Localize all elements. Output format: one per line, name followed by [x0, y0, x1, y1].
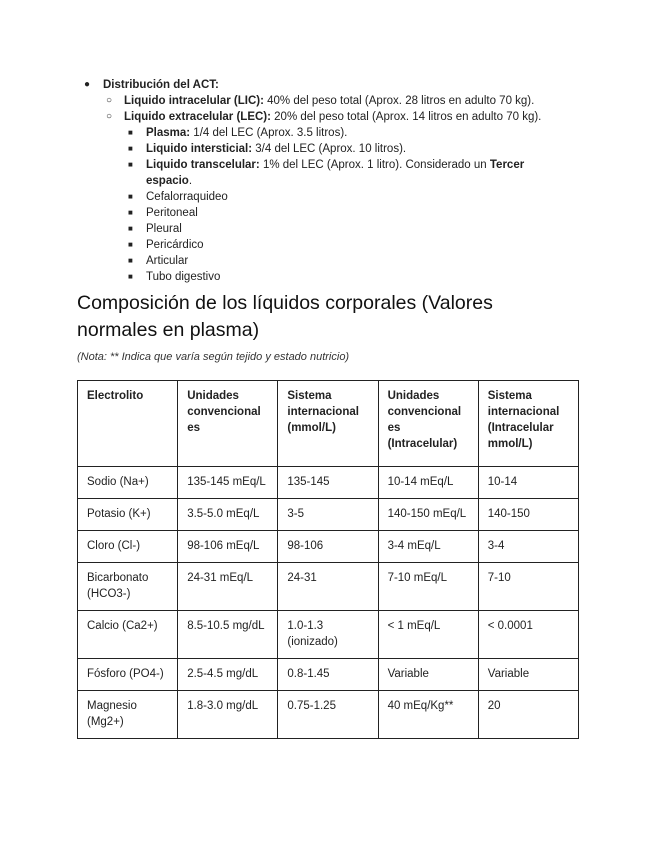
table-cell: 3-4 — [477, 530, 580, 563]
table-cell: 140-150 — [477, 498, 580, 531]
column-header: Sistema internacional (Intracelular mmol… — [477, 380, 580, 467]
table-cell: 1.8-3.0 mg/dL — [177, 690, 279, 739]
item-bold: Tercer espacio — [146, 159, 525, 187]
list-item: ● Distribución del ACT: — [0, 77, 655, 93]
table-row: Fósforo (PO4-) 2.5-4.5 mg/dL 0.8-1.45 Varia… — [76, 658, 580, 691]
table-cell: 10-14 mEq/L — [377, 466, 479, 499]
table-cell: 98-106 mEq/L — [177, 530, 279, 563]
table-cell: Variable — [477, 658, 580, 691]
table-cell: 135-145 mEq/L — [177, 466, 279, 499]
act-distribution-list: ● Distribución del ACT: ○ Liquido intracel… — [0, 77, 655, 285]
table-cell: 0.8-1.45 — [277, 658, 379, 691]
item-label: Distribución del ACT: — [103, 79, 219, 91]
table-cell: Calcio (Ca2+) — [76, 610, 179, 659]
table-row: Potasio (K+) 3.5-5.0 mEq/L 3-5 140-150 mEq/… — [76, 498, 580, 531]
table-cell: 135-145 — [277, 466, 379, 499]
list-item: ○ Liquido extracelular (LEC): 20% del pes… — [0, 109, 655, 125]
item-label: Liquido intracelular (LIC): — [124, 95, 264, 107]
square-bullet-icon: ■ — [128, 240, 133, 249]
item-text: 3/4 del LEC (Aprox. 10 litros). — [252, 143, 407, 155]
list-item: ■ Liquido transcelular: 1% del LEC (Aprox… — [0, 157, 655, 189]
square-bullet-icon: ■ — [128, 144, 133, 153]
circle-bullet-icon: ○ — [106, 111, 113, 122]
table-cell: Cloro (Cl-) — [76, 530, 179, 563]
section-heading: Composición de los líquidos corporales (… — [77, 292, 493, 341]
table-row: Bicarbonato (HCO3-) 24-31 mEq/L 24-31 7-10 … — [76, 562, 580, 611]
table-cell: 2.5-4.5 mg/dL — [177, 658, 279, 691]
square-bullet-icon: ■ — [128, 272, 133, 281]
table-cell: 98-106 — [277, 530, 379, 563]
table-cell: 40 mEq/Kg** — [377, 690, 479, 739]
item-text: 40% del peso total (Aprox. 28 litros en … — [263, 95, 535, 107]
item-text: Cefalorraquideo — [146, 191, 228, 203]
table-row: Sodio (Na+) 135-145 mEq/L 135-145 10-14 mEq… — [76, 466, 580, 499]
table-cell: < 1 mEq/L — [377, 610, 479, 659]
table-cell: 7-10 mEq/L — [377, 562, 479, 611]
item-text: Peritoneal — [146, 207, 198, 219]
table-cell: Sodio (Na+) — [76, 466, 179, 499]
item-text: 1% del LEC (Aprox. 1 litro). Considerado… — [259, 159, 490, 171]
circle-bullet-icon: ○ — [106, 95, 113, 106]
list-item: ■ Plasma: 1/4 del LEC (Aprox. 3.5 litros)… — [0, 125, 655, 141]
note: (Nota: ** Indica que varía según tejido … — [77, 351, 350, 363]
table-row: Magnesio (Mg2+) 1.8-3.0 mg/dL 0.75-1.25 40 … — [76, 690, 580, 739]
item-text: Articular — [146, 255, 189, 267]
table-cell: 3-5 — [277, 498, 379, 531]
table-header-row: Electrolito Unidades convencional es Siste… — [76, 380, 580, 467]
list-item: ■ Cefalorraquideo — [0, 189, 655, 205]
item-label: Liquido transcelular: — [146, 159, 260, 171]
item-text: Pleural — [146, 223, 182, 235]
square-bullet-icon: ■ — [128, 256, 133, 265]
table-cell: 3-4 mEq/L — [377, 530, 479, 563]
table-row: Calcio (Ca2+) 8.5-10.5 mg/dL 1.0-1.3 (ioni… — [76, 610, 580, 659]
table-cell: 8.5-10.5 mg/dL — [177, 610, 279, 659]
table-cell: Bicarbonato (HCO3-) — [76, 562, 179, 611]
table-cell: 1.0-1.3 (ionizado) — [277, 610, 379, 659]
square-bullet-icon: ■ — [128, 128, 133, 137]
list-item: ■ Pericárdico — [0, 237, 655, 253]
table-cell: Potasio (K+) — [76, 498, 179, 531]
square-bullet-icon: ■ — [128, 208, 133, 217]
table-cell: 24-31 — [277, 562, 379, 611]
square-bullet-icon: ■ — [128, 160, 133, 169]
item-text: 20% del peso total (Aprox. 14 litros en … — [270, 111, 542, 123]
bullet-icon: ● — [84, 79, 91, 90]
list-item: ■ Peritoneal — [0, 205, 655, 221]
table-cell: 20 — [477, 690, 580, 739]
item-label: Plasma: — [146, 127, 191, 139]
item-text: Tubo digestivo — [146, 271, 221, 283]
table-cell: Magnesio (Mg2+) — [76, 690, 179, 739]
item-end: . — [188, 175, 193, 187]
table-cell: 10-14 — [477, 466, 580, 499]
table-cell: 3.5-5.0 mEq/L — [177, 498, 279, 531]
table-cell: 7-10 — [477, 562, 580, 611]
table-cell: 140-150 mEq/L — [377, 498, 479, 531]
column-header: Unidades convencional es (Intracelular) — [377, 380, 479, 467]
table-cell: Fósforo (PO4-) — [76, 658, 179, 691]
list-item: ○ Liquido intracelular (LIC): 40% del pes… — [0, 93, 655, 109]
item-text: Pericárdico — [146, 239, 204, 251]
item-label: Liquido extracelular (LEC): — [124, 111, 271, 123]
table-cell: 24-31 mEq/L — [177, 562, 279, 611]
column-header: Unidades convencional es — [177, 380, 279, 467]
table-cell: 0.75-1.25 — [277, 690, 379, 739]
list-item: ■ Articular — [0, 253, 655, 269]
square-bullet-icon: ■ — [128, 192, 133, 201]
square-bullet-icon: ■ — [128, 224, 133, 233]
list-item: ■ Tubo digestivo — [0, 269, 655, 285]
table-cell: < 0.0001 — [477, 610, 580, 659]
table-cell: Variable — [377, 658, 479, 691]
list-item: ■ Liquido intersticial: 3/4 del LEC (Apro… — [0, 141, 655, 157]
table-row: Cloro (Cl-) 98-106 mEq/L 98-106 3-4 mEq/L 3-… — [76, 530, 580, 563]
item-text: 1/4 del LEC (Aprox. 3.5 litros). — [190, 127, 348, 139]
electrolyte-table: Electrolito Unidades convencional es Siste… — [76, 380, 580, 739]
column-header: Electrolito — [76, 380, 179, 467]
item-label: Liquido intersticial: — [146, 143, 253, 155]
list-item: ■ Pleural — [0, 221, 655, 237]
column-header: Sistema internacional (mmol/L) — [277, 380, 379, 467]
